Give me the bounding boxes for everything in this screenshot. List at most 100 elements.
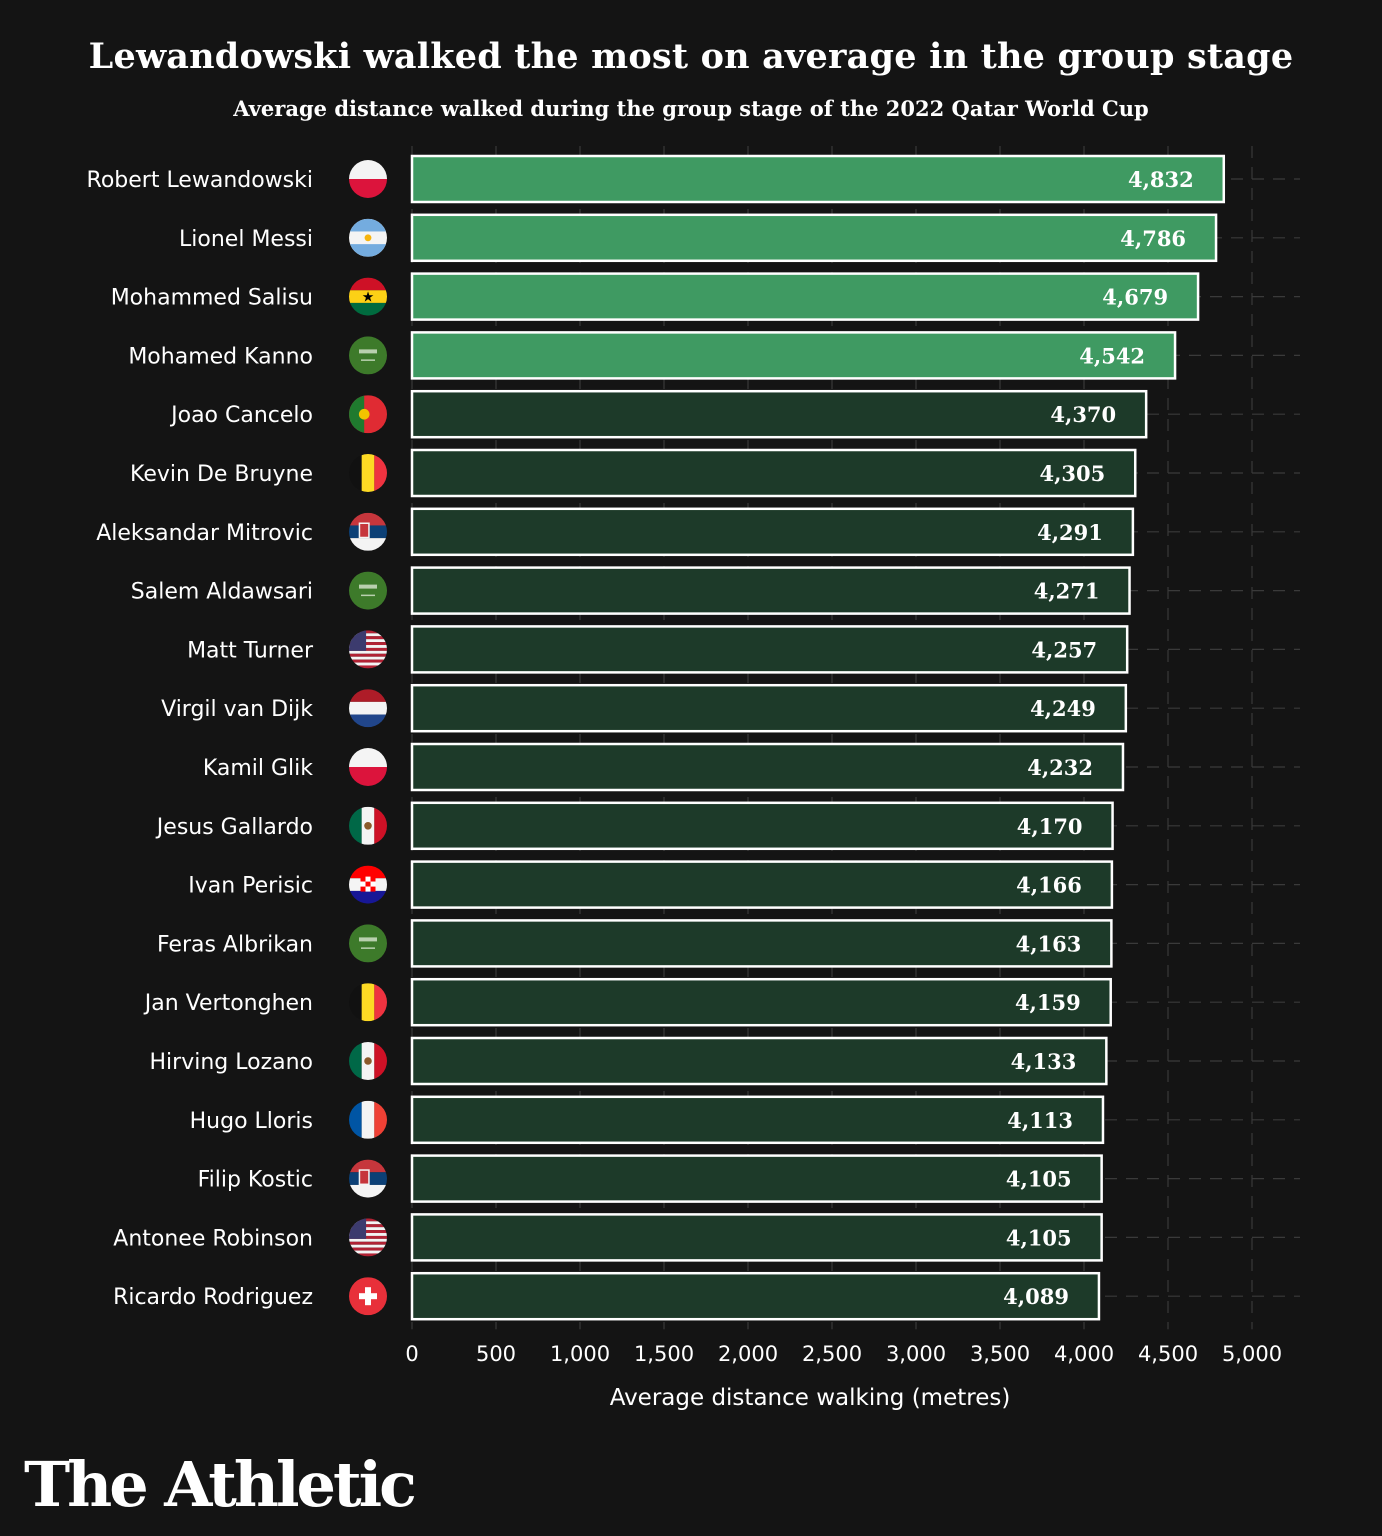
player-label: Ivan Perisic — [188, 874, 313, 899]
usa-flag-icon — [349, 1218, 387, 1257]
bar-row: Virgil van Dijk 4,249 — [161, 683, 1128, 733]
bar-row: Feras Albrikan 4,163 — [157, 919, 1113, 968]
player-label: Feras Albrikan — [157, 932, 313, 957]
switzerland-flag-icon — [349, 1277, 387, 1316]
data-label: 4,271 — [1034, 579, 1100, 604]
bar-row: Mohamed Kanno 4,542 — [128, 331, 1177, 380]
player-label: Hirving Lozano — [150, 1050, 314, 1075]
x-tick-label: 1,000 — [550, 1342, 610, 1366]
bar — [410, 1271, 1101, 1321]
bar — [410, 860, 1114, 909]
usa-flag-icon — [349, 630, 387, 669]
player-label: Salem Aldawsari — [131, 580, 313, 605]
bar-row: Kevin De Bruyne 4,305 — [130, 448, 1137, 498]
bar — [410, 801, 1114, 851]
x-tick-label: 0 — [405, 1342, 418, 1366]
croatia-flag-icon — [349, 865, 387, 904]
data-label: 4,305 — [1039, 461, 1105, 486]
player-label: Lionel Messi — [179, 227, 313, 252]
bar-row: Ricardo Rodriguez 4,089 — [113, 1271, 1101, 1321]
grid — [411, 146, 1300, 1330]
mexico-flag-icon — [349, 806, 387, 845]
bar — [410, 448, 1137, 498]
player-label: Aleksandar Mitrovic — [96, 521, 313, 546]
data-label: 4,089 — [1003, 1284, 1069, 1309]
player-label: Kamil Glik — [203, 756, 313, 781]
data-label: 4,105 — [1006, 1167, 1072, 1192]
player-label: Filip Kostic — [198, 1168, 313, 1193]
bar-row: Salem Aldawsari 4,271 — [131, 566, 1131, 615]
bar-row: Kamil Glik 4,232 — [203, 742, 1125, 792]
data-label: 4,163 — [1016, 931, 1082, 956]
poland-flag-icon — [349, 748, 387, 786]
bar — [410, 213, 1218, 263]
poland-flag-icon — [349, 160, 387, 198]
bar-row: Matt Turner 4,257 — [187, 625, 1129, 674]
data-label: 4,786 — [1120, 226, 1186, 251]
svg-text:★: ★ — [362, 289, 375, 305]
bars: Robert Lewandowski 4,832 Lionel Messi 4,786… — [87, 154, 1226, 1321]
player-label: Virgil van Dijk — [161, 697, 313, 722]
mexico-flag-icon — [349, 1042, 387, 1080]
x-tick-label: 2,000 — [718, 1342, 778, 1366]
portugal-flag-icon — [349, 395, 387, 434]
x-axis-title: Average distance walking (metres) — [610, 1385, 1011, 1411]
bar — [410, 331, 1177, 380]
x-tick-label: 4,500 — [1138, 1342, 1198, 1366]
x-tick-label: 3,500 — [970, 1342, 1030, 1366]
player-label: Joao Cancelo — [169, 403, 313, 428]
bar — [410, 625, 1129, 674]
saudi-arabia-flag-icon — [349, 571, 387, 610]
bar — [410, 1095, 1105, 1145]
chart-subtitle: Average distance walked during the group… — [233, 96, 1149, 121]
data-label: 4,105 — [1006, 1225, 1072, 1250]
ghana-flag-icon: ★ — [349, 277, 387, 316]
player-label: Hugo Lloris — [190, 1109, 313, 1134]
x-axis: 0 500 1,000 1,500 2,000 2,500 3,000 3,500 4,000 4… — [405, 1342, 1282, 1366]
bar-row: Lionel Messi 4,786 — [179, 213, 1218, 263]
bar-row: Hirving Lozano 4,133 — [150, 1036, 1108, 1086]
argentina-flag-icon — [349, 218, 387, 257]
x-tick-label: 5,000 — [1222, 1342, 1282, 1366]
player-label: Antonee Robinson — [113, 1226, 313, 1251]
bar-row: Ivan Perisic 4,166 — [188, 860, 1114, 909]
data-label: 4,542 — [1079, 343, 1145, 368]
player-label: Matt Turner — [187, 638, 314, 663]
data-label: 4,232 — [1027, 755, 1093, 780]
data-label: 4,291 — [1037, 520, 1103, 545]
bar-row: Jesus Gallardo 4,170 — [155, 801, 1114, 851]
player-label: Jan Vertonghen — [143, 991, 313, 1016]
bar — [410, 1213, 1103, 1262]
data-label: 4,249 — [1030, 696, 1096, 721]
data-label: 4,159 — [1015, 990, 1081, 1015]
bar — [410, 272, 1200, 321]
saudi-arabia-flag-icon — [349, 924, 387, 963]
bar — [410, 507, 1135, 557]
netherlands-flag-icon — [349, 689, 387, 728]
data-label: 4,832 — [1128, 167, 1194, 192]
bar — [410, 742, 1125, 792]
chart-title: Lewandowski walked the most on average i… — [88, 36, 1294, 77]
player-label: Mohammed Salisu — [111, 286, 313, 311]
data-label: 4,113 — [1007, 1108, 1073, 1133]
bar — [410, 154, 1226, 204]
bar — [410, 1154, 1103, 1203]
bar — [410, 919, 1113, 968]
the-athletic-logo: The Athletic — [24, 1448, 417, 1521]
bar-chart: Robert Lewandowski 4,832 Lionel Messi 4,786… — [87, 146, 1300, 1411]
x-tick-label: 4,000 — [1054, 1342, 1114, 1366]
bar-row: Joao Cancelo 4,370 — [169, 389, 1148, 439]
bar-row: Antonee Robinson 4,105 — [113, 1213, 1103, 1262]
bar — [410, 566, 1131, 615]
bar-row: Filip Kostic 4,105 — [198, 1154, 1103, 1203]
player-label: Robert Lewandowski — [87, 168, 313, 193]
x-tick-label: 1,500 — [634, 1342, 694, 1366]
bar-row: Aleksandar Mitrovic 4,291 — [96, 507, 1135, 557]
data-label: 4,170 — [1017, 814, 1083, 839]
data-label: 4,679 — [1102, 285, 1168, 310]
x-tick-label: 2,500 — [802, 1342, 862, 1366]
france-flag-icon — [349, 1100, 387, 1139]
serbia-flag-icon — [349, 512, 387, 551]
bar-row: Hugo Lloris 4,113 — [190, 1095, 1105, 1145]
data-label: 4,133 — [1011, 1049, 1077, 1074]
